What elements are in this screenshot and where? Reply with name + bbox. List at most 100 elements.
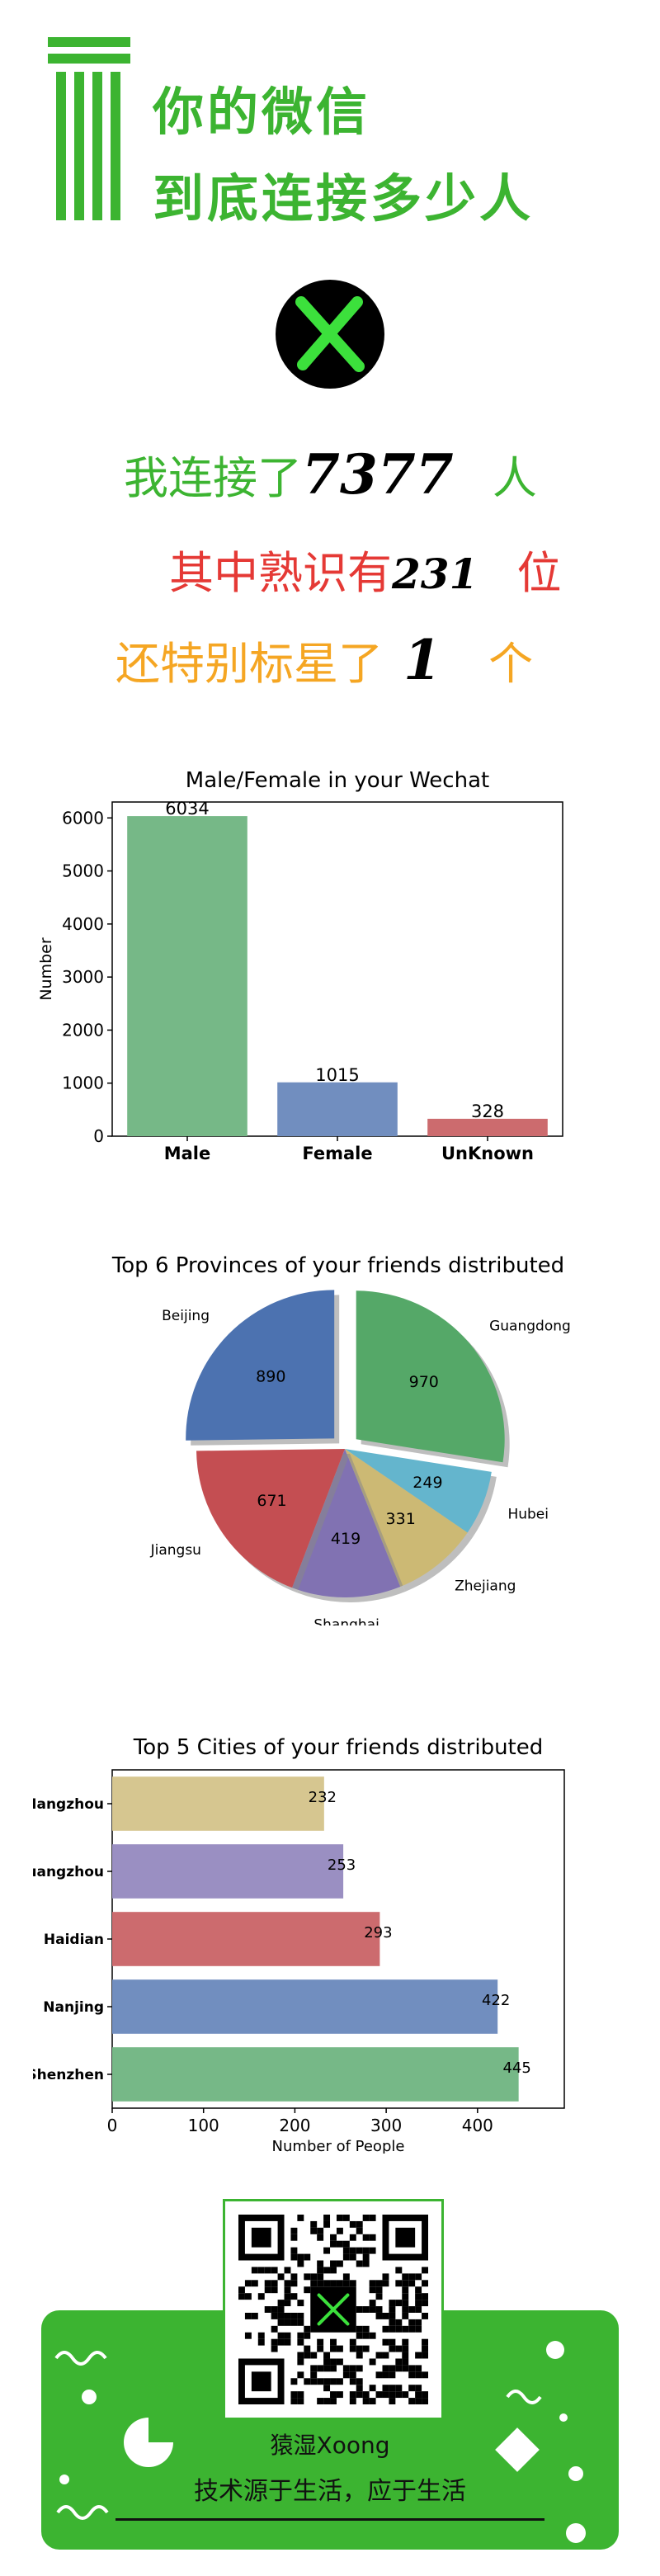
qr-module (284, 2286, 291, 2294)
qr-module (264, 2306, 271, 2313)
qr-module (422, 2398, 428, 2404)
qr-module (264, 2286, 271, 2294)
qr-module (342, 2247, 350, 2254)
qr-module (317, 2365, 324, 2372)
qr-module (349, 2220, 356, 2228)
qr-module (389, 2300, 396, 2307)
qr-module (422, 2338, 428, 2346)
bar-haidian (112, 1912, 380, 1966)
qr-module (369, 2215, 376, 2221)
qr-module (415, 2293, 422, 2300)
qr-module (304, 2273, 311, 2281)
qr-module (271, 2338, 278, 2346)
qr-module (310, 2280, 318, 2287)
qr-module (271, 2286, 278, 2294)
qr-module (323, 2378, 331, 2385)
qr-module (323, 2352, 331, 2359)
stat-familiar-prefix: 其中熟识有 (169, 547, 392, 599)
qr-module (297, 2215, 304, 2221)
x-tick-label: 0 (107, 2116, 118, 2135)
wechat-x-icon (276, 280, 384, 389)
x-tick-label: 400 (462, 2116, 493, 2135)
slice-label: Guangdong (489, 1318, 571, 1334)
qr-module (297, 2312, 304, 2319)
qr-module (395, 2300, 403, 2307)
footer-decor (54, 2341, 586, 2543)
qr-module (342, 2365, 350, 2372)
qr-module (415, 2325, 422, 2333)
stat-connected-value: 7377 (302, 442, 454, 507)
qr-module (244, 2312, 252, 2319)
qr-module (330, 2234, 337, 2241)
x-tick-label: UnKnown (441, 1144, 534, 1163)
gender-bar-chart: Male/Female in your Wechat 0 1000 2000 3000 4… (37, 768, 563, 1163)
qr-module (422, 2391, 428, 2399)
qr-module (304, 2325, 311, 2333)
qr-module (304, 2286, 311, 2294)
stat-connected-prefix: 我连接了 (124, 452, 302, 504)
qr-module (402, 2273, 409, 2281)
qr-module (402, 2286, 409, 2294)
qr-module (389, 2398, 396, 2404)
qr-module (389, 2391, 396, 2399)
qr-module (356, 2332, 363, 2339)
qr-module (244, 2280, 252, 2287)
qr-module (336, 2358, 343, 2366)
y-tick-label: 4000 (62, 914, 104, 934)
x-tick-label: 200 (279, 2116, 310, 2135)
x-tick-label: 300 (370, 2116, 402, 2135)
qr-module (408, 2319, 416, 2326)
stat-familiar-value: 231 (392, 550, 478, 598)
qr-module (323, 2398, 331, 2404)
qr-module (317, 2378, 324, 2385)
qr-module (271, 2306, 278, 2313)
qr-module (402, 2306, 409, 2313)
slice-label: Zhejiang (455, 1578, 516, 1595)
qr-module (290, 2312, 298, 2319)
qr-module (238, 2286, 245, 2294)
qr-module (336, 2345, 343, 2352)
qr-module (290, 2247, 298, 2254)
qr-module (271, 2267, 278, 2274)
qr-module (284, 2300, 291, 2307)
qr-module (342, 2273, 350, 2281)
qr-module (310, 2220, 318, 2228)
qr-module (330, 2240, 337, 2248)
slice-jiangsu (196, 1449, 345, 1588)
qr-module (297, 2371, 304, 2379)
qr-module (389, 2385, 396, 2392)
qr-module (330, 2365, 337, 2372)
qr-module (304, 2253, 311, 2261)
qr-module (330, 2345, 337, 2352)
qr-module (362, 2325, 370, 2333)
y-tick-label: 6000 (62, 808, 104, 828)
qr-module (349, 2391, 356, 2399)
qr-module (342, 2240, 350, 2248)
qr-module (297, 2338, 304, 2346)
qr-module (402, 2365, 409, 2372)
qr-module (415, 2371, 422, 2379)
qr-module (349, 2398, 356, 2404)
qr-module (297, 2253, 304, 2261)
column-logo-icon (48, 37, 130, 220)
qr-module (336, 2378, 343, 2385)
slice-label: Shanghai (314, 1616, 379, 1625)
qr-module (304, 2352, 311, 2359)
data-label: 6034 (165, 799, 209, 819)
qr-module (271, 2325, 278, 2333)
qr-module (297, 2391, 304, 2399)
qr-module (290, 2280, 298, 2287)
qr-module (290, 2398, 298, 2404)
qr-module (356, 2220, 363, 2228)
qr-module (284, 2312, 291, 2319)
qr-module (349, 2234, 356, 2241)
qr-module (277, 2273, 285, 2281)
qr-module (356, 2247, 363, 2254)
qr-module (362, 2391, 370, 2399)
slice-label: Jiangsu (150, 1542, 201, 1559)
qr-module (284, 2338, 291, 2346)
qr-module (375, 2306, 383, 2313)
qr-module (415, 2398, 422, 2404)
qr-module (290, 2227, 298, 2234)
qr-module (382, 2365, 389, 2372)
